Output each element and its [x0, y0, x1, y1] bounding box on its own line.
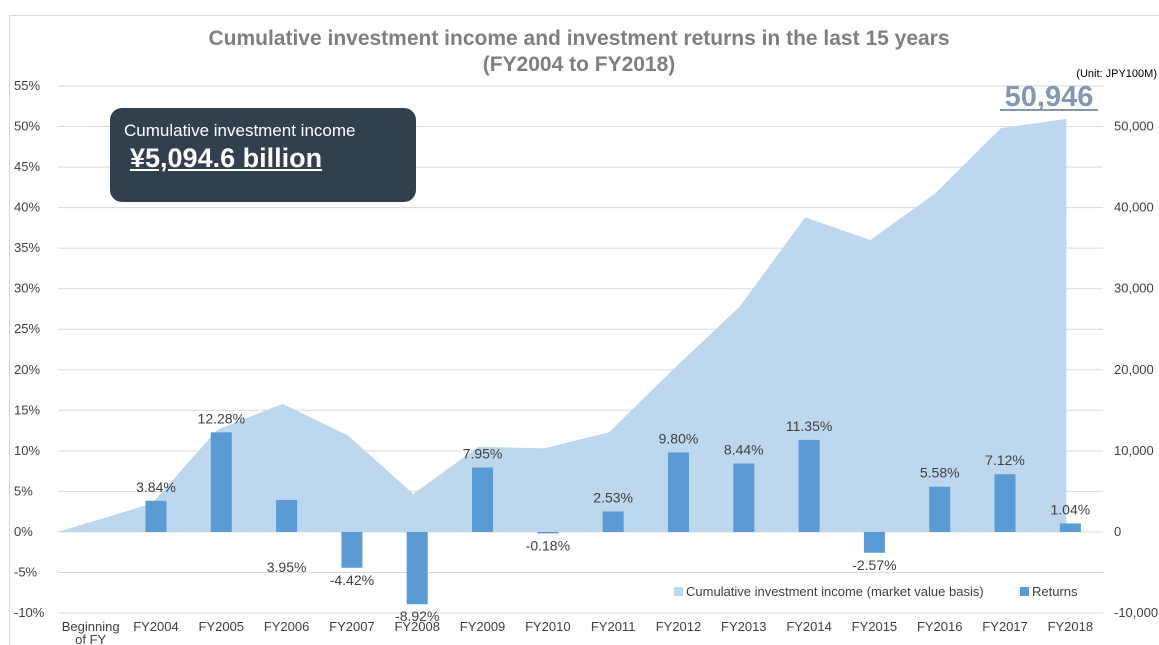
returns-data-label: 7.12% [985, 452, 1025, 468]
category-label: FY2017 [982, 619, 1028, 634]
returns-bar [733, 463, 755, 532]
cumulative-income-area [58, 118, 1067, 532]
category-label: FY2010 [525, 619, 571, 634]
returns-bar [472, 467, 494, 532]
returns-bar [798, 439, 820, 532]
category-label: FY2004 [133, 619, 179, 634]
right-axis-tick-label: 20,000 [1114, 362, 1154, 377]
right-axis-tick-label: 50,000 [1114, 119, 1154, 134]
left-axis-tick-label: 35% [14, 240, 40, 255]
category-label: FY2018 [1048, 619, 1094, 634]
left-axis-tick-label: 20% [14, 362, 40, 377]
right-axis-tick-label: 30,000 [1114, 281, 1154, 296]
left-axis-tick-label: 30% [14, 281, 40, 296]
returns-data-label: 12.28% [198, 410, 245, 426]
left-axis-tick-label: 5% [14, 483, 33, 498]
returns-bar [602, 511, 624, 532]
category-label: FY2016 [917, 619, 963, 634]
returns-bar [406, 531, 428, 605]
right-axis-tick-label: -10,000 [1114, 605, 1158, 620]
chart-title: Cumulative investment income and investm… [208, 27, 1157, 113]
axis-labels: -10% -5% 0% 5% 10% 15% 20% 25% 30% 35% 40% 45% 50% 55… [14, 78, 1158, 645]
legend-swatch-area [674, 587, 683, 596]
legend-swatch-bars [1020, 587, 1029, 596]
category-label: FY2006 [264, 619, 310, 634]
returns-bar [863, 531, 885, 553]
final-cumulative-value: 50,946 [1005, 81, 1094, 113]
category-label: FY2014 [786, 619, 832, 634]
legend-label-area: Cumulative investment income (market val… [686, 584, 984, 599]
returns-bar [145, 500, 167, 532]
left-axis-tick-label: 0% [14, 524, 33, 539]
left-axis-tick-label: 25% [14, 321, 40, 336]
returns-bar [929, 486, 951, 532]
left-axis-tick-label: 45% [14, 159, 40, 174]
category-label: FY2009 [460, 619, 506, 634]
left-axis-tick-label: 50% [14, 119, 40, 134]
right-axis-tick-label: 10,000 [1114, 443, 1154, 458]
returns-data-label: 1.04% [1050, 501, 1090, 517]
category-label: FY2012 [656, 619, 702, 634]
category-label: of FY [75, 632, 106, 645]
left-axis-tick-label: -10% [14, 605, 45, 620]
cumulative-income-callout: Cumulative investment income ¥5,094.6 bi… [110, 108, 416, 202]
legend-label-bars: Returns [1032, 584, 1078, 599]
left-axis-tick-label: 55% [14, 78, 40, 93]
chart-title-line: Cumulative investment income and investm… [208, 27, 949, 50]
returns-data-label: -4.42% [330, 572, 374, 588]
legend: Cumulative investment income (market val… [674, 584, 1078, 599]
returns-data-label: 11.35% [786, 418, 832, 434]
unit-label: (Unit: JPY100M) [1076, 68, 1157, 80]
left-axis-tick-label: 15% [14, 402, 40, 417]
returns-bar [210, 432, 232, 532]
left-axis-tick-label: 10% [14, 443, 40, 458]
category-label: FY2015 [852, 619, 898, 634]
returns-bar [667, 452, 689, 532]
returns-bar [341, 531, 363, 568]
cumulative-area [58, 118, 1067, 532]
returns-data-label: 3.95% [267, 559, 307, 575]
category-label: FY2011 [591, 619, 636, 634]
returns-bars [145, 432, 1081, 605]
data-labels: 3.84% 12.28% 3.95% -4.42% -8.92% 7.95% -0.18% 2… [136, 410, 1090, 624]
returns-data-label: 9.80% [659, 430, 699, 446]
returns-bar [276, 499, 298, 532]
returns-bar [1059, 523, 1081, 532]
callout-value: ¥5,094.6 billion [130, 143, 323, 173]
returns-data-label: 7.95% [463, 445, 503, 461]
returns-data-label: 8.44% [724, 441, 764, 457]
left-axis-tick-label: -5% [14, 564, 38, 579]
returns-data-label: -8.92% [395, 608, 439, 624]
left-axis-tick-label: 40% [14, 200, 40, 215]
returns-bar [537, 531, 559, 534]
chart-title-line: (FY2004 to FY2018) [483, 53, 676, 76]
returns-data-label: 3.84% [136, 479, 176, 495]
category-label: FY2013 [721, 619, 767, 634]
category-label: FY2008 [394, 619, 440, 634]
category-label: FY2005 [199, 619, 245, 634]
returns-data-label: 5.58% [920, 465, 960, 481]
returns-data-label: 2.53% [593, 489, 633, 505]
returns-data-label: -2.57% [852, 557, 896, 573]
returns-bar [994, 474, 1016, 532]
right-axis-tick-label: 0 [1114, 524, 1121, 539]
category-label: FY2007 [329, 619, 375, 634]
returns-data-label: -0.18% [526, 537, 570, 553]
chart-frame [9, 15, 1159, 645]
category-label: Beginning [62, 619, 120, 634]
callout-label: Cumulative investment income [124, 121, 356, 140]
right-axis-tick-label: 40,000 [1114, 200, 1154, 215]
